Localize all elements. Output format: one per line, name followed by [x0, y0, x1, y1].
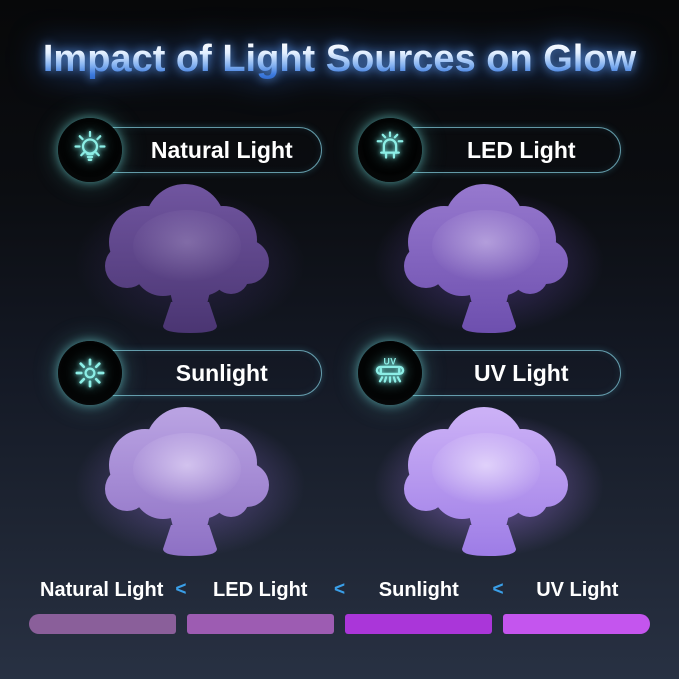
natural-light-pill: Natural Light — [78, 127, 322, 173]
quadrant-uv-light: UV Light UV — [357, 341, 622, 560]
quadrant-sunlight: Sunlight — [58, 341, 322, 560]
glow-bar — [345, 614, 492, 634]
sunlight-pill: Sunlight — [78, 350, 322, 396]
glow-lamp-uv — [358, 405, 622, 560]
glow-bar — [503, 614, 650, 634]
sun-icon-circle — [58, 341, 122, 405]
quadrant-natural-light: Natural Light — [58, 118, 322, 337]
uv-icon-text: UV — [383, 356, 396, 366]
led-icon — [376, 131, 403, 159]
led-icon-circle — [357, 118, 422, 182]
label-row: Natural Light — [58, 118, 322, 182]
comparison-label-led: LED Light — [213, 579, 308, 601]
led-light-pill: LED Light — [377, 127, 621, 173]
mushroom-lamp — [74, 184, 305, 334]
glow-lamp-natural — [58, 182, 322, 337]
mushroom-lamp — [374, 407, 605, 557]
uv-lamp-icon-circle: UV — [357, 341, 422, 405]
label-row: Sunlight — [58, 341, 322, 405]
comparison-label-sunlight: Sunlight — [378, 579, 459, 601]
comparison-label-natural: Natural Light — [40, 579, 164, 601]
quadrant-led-light: LED Light — [357, 118, 622, 337]
less-than-separator: < — [175, 579, 187, 600]
natural-light-label: Natural Light — [150, 136, 293, 163]
glow-comparison: Natural Light < LED Light < Sunlight < U… — [0, 578, 679, 634]
glow-lamp-led — [358, 182, 622, 337]
comparison-label-uv: UV Light — [536, 579, 619, 601]
glow-bar — [29, 614, 176, 634]
bulb-icon — [74, 130, 106, 161]
glow-lamp-sunlight — [58, 405, 322, 560]
label-row: LED Light — [357, 118, 621, 182]
comparison-bars-row — [29, 614, 650, 634]
sunlight-label: Sunlight — [175, 359, 268, 386]
uv-lamp-icon: UV — [375, 356, 404, 383]
led-light-label: LED Light — [466, 136, 576, 163]
less-than-separator: < — [492, 579, 504, 600]
label-row: UV Light UV — [357, 341, 621, 405]
uv-light-label: UV Light — [473, 359, 569, 386]
comparison-labels-row: Natural Light < LED Light < Sunlight < U… — [29, 578, 650, 602]
sun-icon — [75, 358, 105, 388]
mushroom-lamp — [374, 184, 605, 334]
less-than-separator: < — [333, 579, 346, 600]
bulb-icon-circle — [58, 118, 122, 182]
mushroom-lamp — [74, 407, 305, 557]
page-title: Impact of Light Sources on Glow — [0, 38, 679, 81]
glow-bar — [187, 614, 334, 634]
quadrant-grid: Natural Light — [0, 118, 679, 560]
